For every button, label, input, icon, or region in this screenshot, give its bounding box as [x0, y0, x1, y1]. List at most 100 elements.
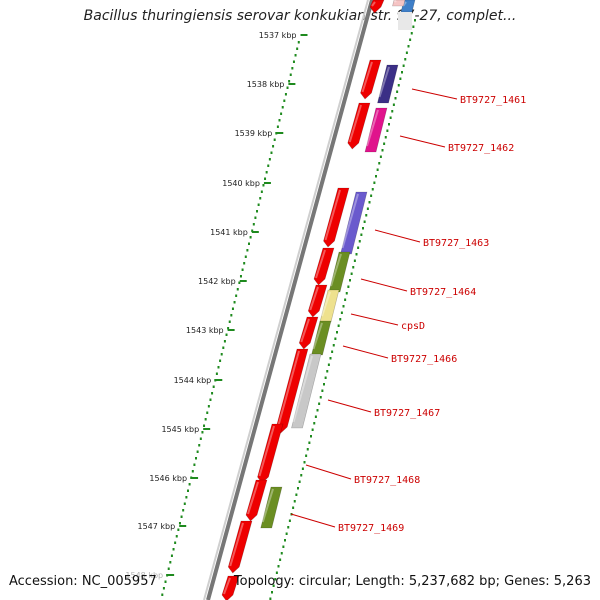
track-dot [391, 110, 394, 113]
ruler-dot [252, 223, 255, 226]
cds-feature [221, 575, 240, 600]
ruler-dot [297, 41, 300, 44]
ruler-dot [254, 216, 257, 219]
ruler-tick-label: 1545 kbp [161, 425, 199, 434]
ruler-dot [217, 366, 220, 369]
track-dot [269, 597, 272, 600]
ruler-dot [211, 392, 214, 395]
ruler-dot [241, 268, 244, 271]
cds-feature [347, 102, 371, 150]
track-dot [368, 201, 371, 204]
track-dot [373, 181, 376, 184]
ruler-dot [222, 346, 225, 349]
ruler-dot [227, 327, 230, 330]
ruler-dot [228, 320, 231, 323]
cds-feature [257, 423, 284, 484]
ruler-dot [182, 509, 185, 512]
track-dot [336, 331, 338, 334]
cds-feature [245, 479, 268, 522]
ruler-dot [199, 437, 202, 440]
gene-leader-line [350, 313, 399, 326]
cds-feature [275, 348, 309, 434]
feature-olive [311, 320, 332, 356]
track-dot [379, 155, 382, 158]
track-dot [399, 77, 402, 80]
track-dot [370, 194, 373, 197]
feature-magenta-shine [366, 109, 379, 147]
track-dot [363, 220, 366, 223]
ruler-dot [164, 580, 167, 583]
ruler-dot [206, 411, 209, 414]
ruler-dot [288, 80, 291, 83]
track-dot [352, 266, 355, 269]
track-dot [280, 552, 283, 555]
track-dot [365, 214, 368, 217]
cds-feature-shine [223, 577, 231, 595]
ruler-dot [265, 171, 268, 174]
track-dot [319, 396, 322, 399]
ruler-dot [215, 372, 218, 375]
cds-feature-shine [258, 425, 275, 477]
track-dot [301, 467, 304, 470]
gene-leader-line [327, 399, 372, 413]
track-dot [366, 207, 369, 210]
track-dot [381, 149, 384, 152]
gene-labels: BT9727_1461 BT9727_1462 BT9727_1463 BT9727_… [290, 88, 526, 534]
track-dot [389, 116, 392, 119]
track-dot [310, 435, 312, 438]
ruler-dot [162, 587, 165, 590]
ruler-ticks: 1537 kbp 1538 kbp 1539 kbp 1540 kbp 1541 kbp… [125, 31, 308, 596]
track-dot [297, 487, 299, 490]
ruler-dot [178, 522, 181, 525]
ruler-dot [236, 288, 239, 291]
feature-olive [260, 486, 283, 529]
ruler-tick-label: 1544 kbp [174, 376, 212, 385]
track-dot [347, 285, 350, 288]
ruler-tick-label: 1546 kbp [149, 474, 187, 483]
ruler-dot [247, 242, 250, 245]
ruler-dot [207, 405, 210, 408]
ruler-dot [204, 418, 207, 421]
feature-magenta [364, 107, 388, 153]
track-dot [284, 539, 286, 542]
ruler-dot [244, 255, 247, 258]
track-dot [277, 565, 280, 568]
feature-olive-shine [261, 488, 274, 523]
backbone-line [206, 0, 374, 600]
track-dot [271, 591, 273, 594]
ruler-dot [180, 515, 183, 518]
feature-partial [398, 12, 412, 30]
ruler-dot [289, 73, 292, 76]
track-dot [279, 558, 282, 561]
ruler-dot [243, 262, 246, 265]
ruler-dot [294, 54, 297, 57]
ruler-tick-label: 1539 kbp [235, 129, 273, 138]
cds-feature-shine [277, 350, 300, 427]
cds-feature [227, 520, 253, 574]
ruler-tick-label: 1542 kbp [198, 277, 236, 286]
track-dot [371, 188, 374, 191]
ruler-dot [198, 444, 201, 447]
track-dot [412, 25, 415, 28]
track-dot [334, 337, 337, 340]
ruler-dot [292, 60, 295, 63]
ruler-dot [257, 203, 260, 206]
ruler-dot [270, 151, 273, 154]
ruler-dot [246, 249, 249, 252]
ruler-dot [249, 236, 252, 239]
track-dot [305, 454, 308, 457]
cds-feature [360, 59, 382, 100]
feature-slate-blue-shine [341, 193, 359, 249]
track-dot [327, 363, 330, 366]
cds-feature [298, 316, 319, 350]
cds-feature-shine [309, 286, 319, 311]
track-dot [318, 402, 321, 405]
track-dot [314, 415, 317, 418]
feature-olive-shine [312, 322, 323, 350]
track-dot [394, 97, 397, 100]
track-dot [383, 142, 386, 145]
track-dot [362, 227, 364, 230]
track-dot [323, 383, 325, 386]
track-dot [282, 545, 285, 548]
ruler-dot [212, 385, 215, 388]
